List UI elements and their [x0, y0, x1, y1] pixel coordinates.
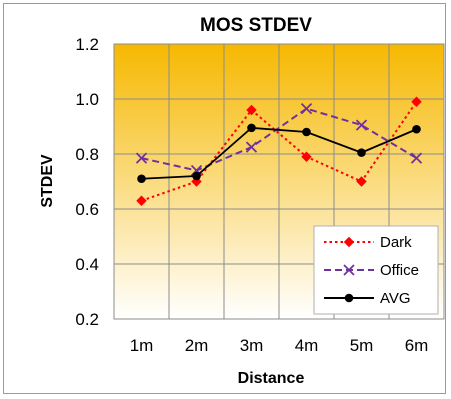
data-point-office	[300, 102, 313, 115]
legend-label-dark: Dark	[380, 234, 412, 251]
data-point-dark	[301, 151, 312, 162]
chart-title: MOS STDEV	[200, 15, 312, 36]
data-point-dark	[356, 176, 367, 187]
data-point-office	[135, 152, 148, 164]
legend-item-avg: AVG	[324, 290, 411, 307]
y-tick-label: 0.8	[75, 145, 99, 164]
x-tick-label: 4m	[295, 336, 319, 355]
data-point-avg	[302, 127, 311, 137]
legend-marker-dark	[343, 236, 355, 248]
data-point-avg	[357, 148, 366, 157]
data-point-avg	[137, 174, 146, 184]
x-tick-labels: 1m 2m 3m 4m 5m 6m	[130, 336, 429, 355]
y-tick-label: 0.4	[75, 255, 99, 274]
data-point-dark	[136, 195, 147, 206]
x-tick-label: 1m	[130, 336, 154, 355]
data-point-dark	[246, 104, 257, 116]
series-dark	[136, 96, 422, 206]
series-line-office	[141, 107, 418, 172]
legend: Dark Office AVG	[313, 225, 439, 315]
data-point-office	[410, 152, 423, 164]
y-tick-label: 1.2	[75, 35, 99, 54]
legend-box	[313, 225, 439, 315]
data-point-dark	[411, 96, 422, 107]
y-tick-label: 0.6	[75, 200, 99, 219]
y-tick-label: 1.0	[75, 90, 99, 109]
x-tick-label: 5m	[350, 336, 374, 355]
data-point-avg	[192, 171, 201, 181]
series-avg	[137, 123, 421, 184]
series-line-dark	[141, 101, 418, 202]
legend-item-office: Office	[324, 262, 419, 279]
legend-label-office: Office	[380, 262, 419, 279]
y-axis-label: STDEV	[39, 154, 56, 208]
legend-marker-office	[343, 264, 355, 276]
data-point-avg	[412, 124, 421, 134]
legend-label-avg: AVG	[380, 290, 411, 307]
x-tick-label: 6m	[405, 336, 429, 355]
data-point-office	[245, 141, 258, 153]
data-point-avg	[247, 123, 256, 133]
y-tick-labels: 0.2 0.4 0.6 0.8 1.0 1.2	[75, 35, 99, 329]
x-axis-label: Distance	[238, 370, 305, 387]
data-point-office	[355, 119, 368, 131]
x-tick-label: 3m	[240, 336, 264, 355]
legend-item-dark: Dark	[324, 234, 412, 251]
legend-marker-avg	[344, 293, 354, 303]
series-line-avg	[141, 126, 417, 180]
data-series	[135, 96, 423, 206]
plot-border	[113, 43, 445, 320]
x-tick-label: 2m	[185, 336, 209, 355]
series-office	[135, 102, 423, 177]
y-tick-label: 0.2	[75, 310, 99, 329]
